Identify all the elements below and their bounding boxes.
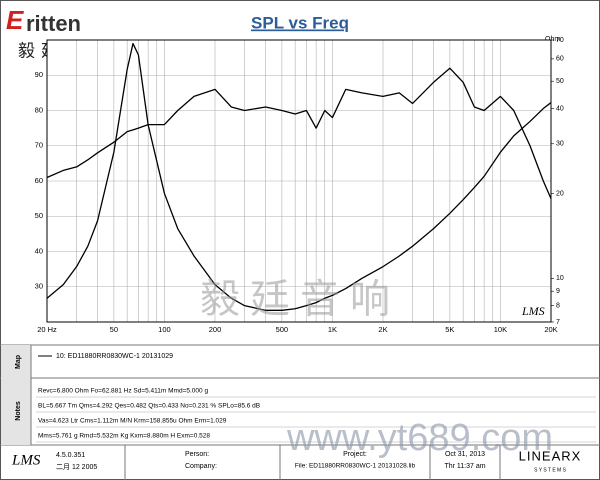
brand-sub: S Y S T E M S	[534, 467, 567, 473]
y2-tick-label: 10	[556, 275, 564, 282]
curve	[46, 67, 552, 199]
logo-mark: E	[6, 5, 24, 35]
plot-logo: LMS	[521, 304, 545, 318]
logo-text: ritten	[26, 11, 81, 36]
curve	[46, 42, 552, 311]
y2-tick-label: 40	[556, 105, 564, 112]
x-tick-label: 20 Hz	[37, 325, 57, 334]
y-tick-label: 80	[35, 105, 43, 114]
map-label: Map	[15, 355, 22, 369]
x-tick-label: 200	[209, 325, 222, 334]
build-date: 二月 12 2005	[56, 463, 97, 471]
x-tick-label: 20K	[544, 325, 557, 334]
y2-tick-label: 70	[556, 37, 564, 44]
x-tick-label: 1K	[328, 325, 337, 334]
brand: LINEARX	[519, 448, 582, 463]
plot: 20 Hz 50 100 200 500 1K 2K 5K 10K 20K 30 40 50 60 70 80…	[35, 37, 564, 334]
notes: Revc=6.800 Ohm Fo=62.881 Hz Sd=5.411m Mm…	[36, 388, 596, 443]
x-tick-label: 5K	[445, 325, 454, 334]
y2-tick-label: 20	[556, 190, 564, 197]
y2-tick-label: 7	[556, 319, 560, 326]
project: Project:	[343, 451, 367, 458]
note-line: BL=5.667 Tm Qms=4.292 Qes=0.482 Qts=0.43…	[38, 403, 260, 410]
note-line: Revc=6.800 Ohm Fo=62.881 Hz Sd=5.411m Mm…	[38, 388, 208, 395]
chart-title: SPL vs Freq	[251, 13, 349, 32]
y-tick-label: 70	[35, 141, 43, 150]
note-line: Vas=4.623 Ltr Cms=1.112m M/N Krm=158.855…	[38, 418, 227, 425]
x-tick-label: 2K	[378, 325, 387, 334]
x-tick-label: 50	[110, 325, 118, 334]
y-tick-label: 60	[35, 176, 43, 185]
y-tick-label: 40	[35, 246, 43, 255]
y2-axis-label: Ohm	[545, 36, 560, 43]
version: 4.5.0.351	[56, 452, 85, 459]
notes-label: Notes	[15, 401, 22, 421]
watermark-cn: 毅廷音响	[200, 278, 400, 322]
note-line: Mms=5.761 g Rmd=5.532m Kg Kxm=8.880m H E…	[38, 433, 210, 440]
x-tick-label: 10K	[494, 325, 507, 334]
watermark-url: www.yt689.com	[286, 417, 553, 459]
x-tick-label: 100	[158, 325, 171, 334]
x-tick-label: 500	[276, 325, 289, 334]
plot-border	[46, 39, 552, 323]
person: Person:	[185, 451, 209, 458]
y-tick-label: 90	[35, 70, 43, 79]
side-strip	[1, 345, 31, 445]
y2-tick-label: 60	[556, 56, 564, 63]
map-entry: 10: ED11880RR0830WC-1 20131029	[56, 353, 173, 360]
y-tick-label: 50	[35, 211, 43, 220]
y-tick-label: 30	[35, 282, 43, 291]
file: File: ED11880RR0830WC-1 20131028.lib	[295, 463, 416, 470]
y2-tick-label: 30	[556, 141, 564, 148]
footer-logo: LMS	[11, 452, 41, 468]
y2-tick-label: 8	[556, 302, 560, 309]
time: Thr 11:37 am	[444, 463, 485, 470]
y2-tick-label: 9	[556, 288, 560, 295]
y2-tick-label: 50	[556, 78, 564, 85]
company: Company:	[185, 463, 217, 470]
date: Oct 31, 2013	[445, 451, 485, 458]
